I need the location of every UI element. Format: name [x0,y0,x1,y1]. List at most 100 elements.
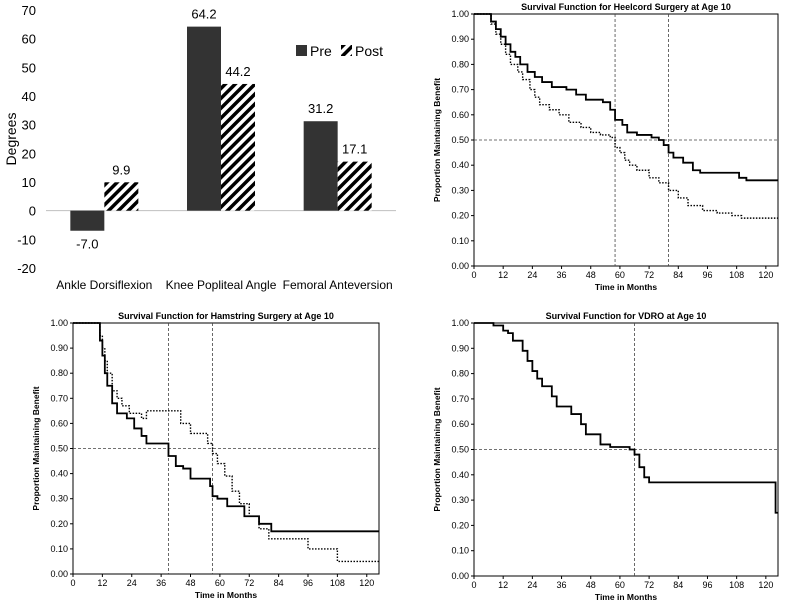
hamstring-survival-panel: Survival Function for Hamstring Surgery … [31,311,380,600]
legend-swatch-pre [296,45,307,56]
value-label-post-femoral-anteversion: 17.1 [342,142,367,157]
hamstring-y-tick-label: 0.60 [50,418,68,428]
legend: Pre Post [296,43,383,59]
heelcord-y-tick-label: 0.00 [451,261,469,271]
heelcord-x-tick-label: 96 [702,270,712,280]
vdro-y-tick-label: 0.30 [451,495,469,505]
heelcord-x-tick-label: 24 [527,270,537,280]
hamstring-y-tick-label: 0.50 [50,444,68,454]
heelcord-y-axis-title: Proportion Maintaining Benefit [432,78,442,202]
legend-label-pre: Pre [310,43,332,59]
y-tick-label: 20 [22,146,36,161]
vdro-y-tick-label: 0.00 [451,571,469,581]
vdro-x-tick-label: 72 [644,580,654,590]
heelcord-x-tick-label: 48 [586,270,596,280]
heelcord-x-tick-label: 72 [644,270,654,280]
vdro-x-tick-label: 0 [471,580,476,590]
heelcord-x-tick-label: 60 [615,270,625,280]
bar-post-knee-popliteal-angle [221,83,255,211]
hamstring-x-tick-label: 96 [303,578,313,588]
value-label-post-knee-popliteal-angle: 44.2 [225,64,250,79]
vdro-y-tick-label: 0.90 [451,343,469,353]
heelcord-y-tick-label: 1.00 [451,9,469,19]
heelcord-survival-curve-solid [474,13,778,182]
bar-post-ankle-dorsiflexion [104,182,139,211]
y-tick-label: 40 [22,89,36,104]
hamstring-y-axis-title: Proportion Maintaining Benefit [31,386,41,510]
heelcord-x-tick-label: 12 [498,270,508,280]
value-label-pre-knee-popliteal-angle: 64.2 [191,7,216,22]
vdro-y-tick-label: 1.00 [451,318,469,328]
category-label-ankle-dorsiflexion: Ankle Dorsiflexion [56,278,152,292]
y-tick-label: 50 [22,60,36,75]
bar-chart-panel: -20 -10 0 10 20 30 40 50 60 70 Degrees -7.0 9.9 Ankle… [3,3,396,292]
hamstring-y-tick-label: 0.20 [50,519,68,529]
hamstring-x-tick-label: 24 [127,578,137,588]
hamstring-x-tick-label: 108 [330,578,345,588]
y-axis-title: Degrees [3,113,19,166]
vdro-x-tick-label: 48 [586,580,596,590]
hamstring-x-tick-label: 84 [274,578,284,588]
y-tick-label: -10 [17,232,36,247]
heelcord-survival-curve-dotted [474,13,778,219]
category-label-femoral-anteversion: Femoral Anteversion [283,278,393,292]
heelcord-y-tick-label: 0.20 [451,211,469,221]
legend-label-post: Post [355,43,383,59]
value-label-pre-ankle-dorsiflexion: -7.0 [76,237,98,252]
heelcord-survival-panel: Survival Function for Heelcord Surgery a… [432,2,779,292]
y-tick-label: 10 [22,175,36,190]
vdro-y-tick-label: 0.20 [451,520,469,530]
vdro-x-tick-label: 108 [729,580,744,590]
heelcord-x-tick-label: 108 [729,270,744,280]
y-tick-label: 30 [22,118,36,133]
vdro-x-tick-label: 60 [615,580,625,590]
heelcord-y-tick-label: 0.70 [451,85,469,95]
hamstring-x-tick-label: 72 [244,578,254,588]
vdro-y-tick-label: 0.50 [451,445,469,455]
hamstring-survival-curve-dotted [73,322,379,563]
y-tick-label: 60 [22,32,36,47]
vdro-y-axis-title: Proportion Maintaining Benefit [432,387,442,511]
hamstring-y-tick-label: 0.00 [50,569,68,579]
heelcord-y-tick-label: 0.60 [451,110,469,120]
hamstring-y-tick-label: 0.30 [50,494,68,504]
vdro-x-tick-label: 12 [498,580,508,590]
heelcord-y-tick-label: 0.50 [451,135,469,145]
heelcord-y-tick-label: 0.40 [451,160,469,170]
heelcord-y-tick-label: 0.30 [451,185,469,195]
vdro-y-tick-label: 0.80 [451,369,469,379]
hamstring-y-tick-label: 0.70 [50,393,68,403]
vdro-x-axis-title: Time in Months [595,592,657,602]
hamstring-title: Survival Function for Hamstring Surgery … [118,311,334,321]
hamstring-x-tick-label: 0 [70,578,75,588]
y-tick-label: 0 [29,204,36,219]
vdro-x-tick-label: 36 [557,580,567,590]
hamstring-survival-curve-solid [73,322,379,533]
hamstring-y-tick-label: 1.00 [50,318,68,328]
vdro-survival-panel: Survival Function for VDRO at Age 10 0.00… [432,311,779,602]
vdro-survival-curve-solid [474,322,778,514]
heelcord-x-tick-label: 84 [673,270,683,280]
vdro-y-tick-label: 0.70 [451,394,469,404]
heelcord-x-tick-label: 36 [557,270,567,280]
vdro-title: Survival Function for VDRO at Age 10 [546,311,707,321]
hamstring-y-tick-label: 0.90 [50,343,68,353]
hamstring-x-tick-label: 12 [97,578,107,588]
hamstring-y-tick-label: 0.10 [50,544,68,554]
heelcord-y-tick-label: 0.10 [451,236,469,246]
bar-pre-knee-popliteal-angle [187,26,221,211]
hamstring-x-tick-label: 36 [156,578,166,588]
legend-swatch-post [341,45,352,56]
vdro-y-tick-label: 0.40 [451,470,469,480]
vdro-x-tick-label: 84 [673,580,683,590]
vdro-x-tick-label: 24 [527,580,537,590]
hamstring-y-tick-label: 0.80 [50,368,68,378]
heelcord-x-axis-title: Time in Months [595,282,657,292]
vdro-x-tick-label: 96 [702,580,712,590]
vdro-y-tick-label: 0.60 [451,419,469,429]
value-label-pre-femoral-anteversion: 31.2 [308,101,333,116]
vdro-x-tick-label: 120 [758,580,773,590]
heelcord-y-tick-label: 0.80 [451,59,469,69]
hamstring-x-tick-label: 60 [215,578,225,588]
